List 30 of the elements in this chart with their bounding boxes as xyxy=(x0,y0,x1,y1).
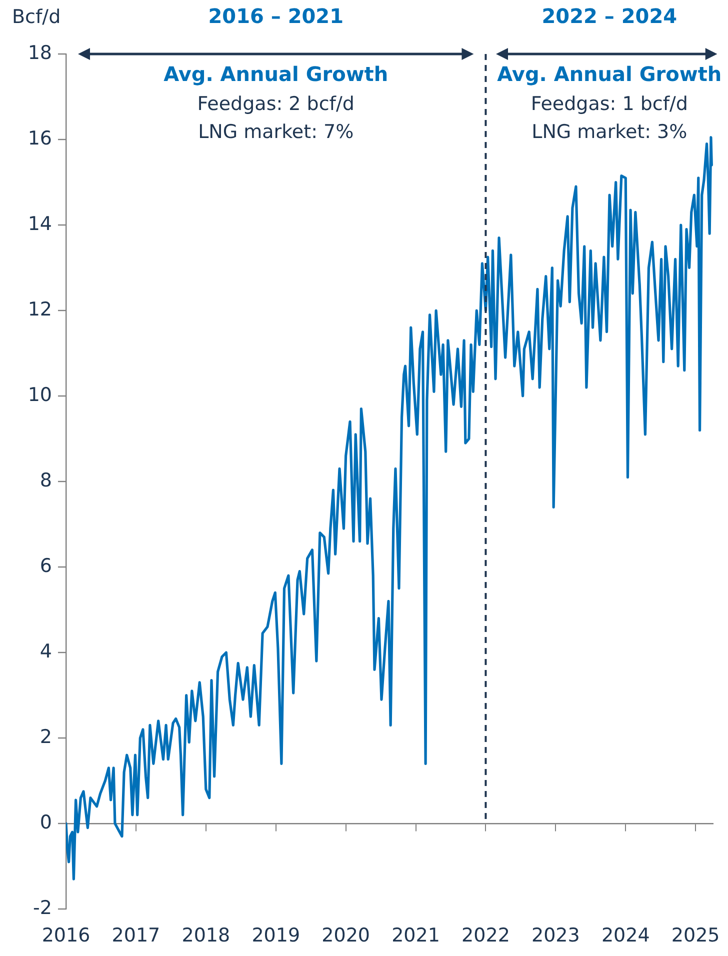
x-tick-label: 2019 xyxy=(252,924,300,946)
annotation: Avg. Annual Growth xyxy=(497,62,722,86)
y-tick-label: 18 xyxy=(28,42,52,64)
text: 2016 – 2021 xyxy=(208,4,344,28)
y-tick-label: 16 xyxy=(28,127,52,150)
x-tick-label: 2018 xyxy=(182,924,230,946)
x-tick-label: 2025 xyxy=(671,924,720,946)
annotation: LNG market: 3% xyxy=(532,120,688,143)
x-tick-label: 2023 xyxy=(531,924,580,946)
x-tick-label: 2016 xyxy=(42,924,90,946)
x-tick-label: 2020 xyxy=(322,924,370,946)
annotation: Avg. Annual Growth xyxy=(164,62,388,86)
text: 2022 – 2024 xyxy=(542,4,678,28)
y-tick-label: -2 xyxy=(33,896,52,919)
y-tick-label: 2 xyxy=(40,726,52,748)
y-tick-label: 8 xyxy=(40,469,52,492)
y-tick-label: 6 xyxy=(40,554,52,577)
y-axis-title: Bcf/d xyxy=(12,6,61,28)
y-tick-label: 10 xyxy=(28,384,52,406)
x-tick-label: 2024 xyxy=(601,924,650,946)
annotation: Feedgas: 1 bcf/d xyxy=(530,92,688,115)
y-tick-label: 4 xyxy=(40,640,52,662)
x-tick-label: 2022 xyxy=(462,924,510,946)
y-tick-label: 0 xyxy=(40,811,52,834)
annotation: LNG market: 7% xyxy=(198,120,354,143)
y-tick-label: 12 xyxy=(28,298,52,320)
y-tick-label: 14 xyxy=(28,212,52,235)
x-tick-label: 2017 xyxy=(112,924,160,946)
x-tick-label: 2021 xyxy=(392,924,440,946)
annotation: Feedgas: 2 bcf/d xyxy=(197,92,354,115)
